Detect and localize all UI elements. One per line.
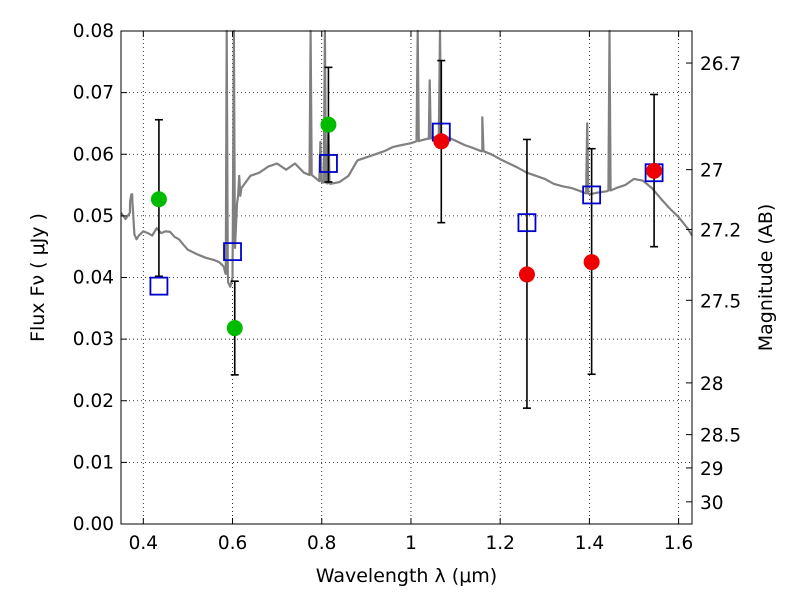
- model-point: [517, 213, 537, 233]
- x-tick-label: 1.6: [664, 533, 693, 554]
- x-axis-label: Wavelength λ (μm): [316, 565, 497, 587]
- red-point: [583, 254, 600, 271]
- y-tick-label: 0.08: [73, 21, 114, 42]
- y-tick-label: 0.07: [73, 83, 114, 104]
- y2-tick-label: 27: [700, 161, 724, 182]
- spectrum-line: [120, 29, 693, 288]
- x-tick-label: 0.8: [307, 533, 336, 554]
- observed-points: [150, 116, 663, 337]
- y-tick-label: 0.02: [73, 391, 114, 412]
- y-tick-label: 0.00: [73, 514, 114, 535]
- x-tick-label: 1.2: [485, 533, 514, 554]
- y2-tick-label: 28: [700, 374, 724, 395]
- plot-frame: [120, 30, 693, 525]
- y2-tick-label: 26.7: [700, 54, 741, 75]
- y-tick-label: 0.03: [73, 329, 114, 350]
- model-point: [319, 154, 338, 173]
- red-point: [433, 133, 450, 150]
- error-bars: [154, 59, 659, 409]
- x-tick-label: 0.4: [129, 533, 158, 554]
- y-axis-label: Flux Fν ( μJy ): [27, 213, 49, 342]
- red-point: [646, 162, 663, 179]
- green-point: [226, 320, 243, 337]
- y-tick-label: 0.01: [73, 452, 114, 473]
- green-point: [320, 116, 337, 133]
- x-tick-label: 1.4: [575, 533, 604, 554]
- y2-tick-label: 29: [700, 459, 724, 480]
- model-point: [223, 242, 242, 262]
- y2-tick-label: 30: [700, 493, 724, 514]
- model-point: [582, 185, 602, 205]
- y-tick-label: 0.06: [73, 144, 114, 165]
- y2-axis-label: Magnitude (AB): [755, 204, 777, 352]
- y-tick-label: 0.05: [73, 206, 114, 227]
- model-point: [149, 276, 169, 296]
- y-tick-label: 0.04: [73, 268, 114, 289]
- tick-labels: 0.4 0.6 0.8 1 1.2 1.4 1.6 0.00 0.01 0.02 0.03 0.04 0…: [73, 21, 741, 554]
- x-tick-label: 0.6: [218, 533, 247, 554]
- spectrum-series: [120, 29, 693, 288]
- x-tick-label: 1: [405, 533, 417, 554]
- y2-tick-label: 27.5: [700, 291, 741, 312]
- green-point: [150, 191, 167, 208]
- red-point: [518, 266, 535, 283]
- axis-ticks: [121, 30, 692, 525]
- y2-tick-label: 27.2: [700, 220, 741, 241]
- grid-lines: [121, 31, 692, 524]
- y2-tick-label: 28.5: [700, 426, 741, 447]
